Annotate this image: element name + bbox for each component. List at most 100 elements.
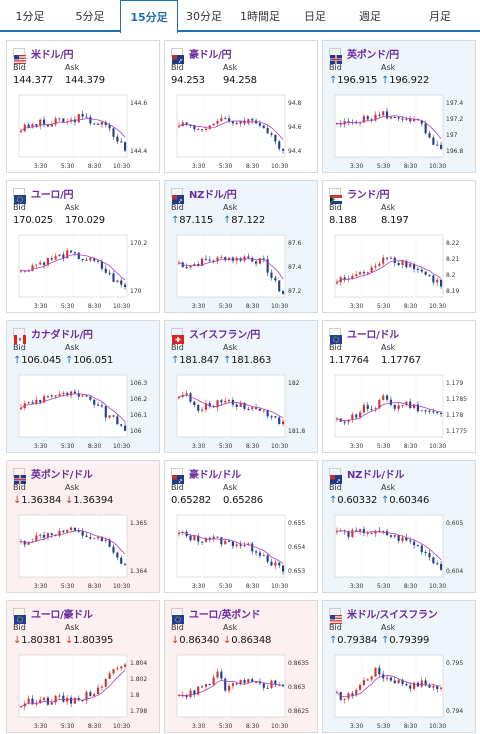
candle [251,679,254,682]
x-tick-label: 10:30 [271,723,288,730]
candle [35,399,38,404]
pair-name[interactable]: 米ドル/円 [31,50,74,61]
candle [255,681,258,683]
tab-6[interactable]: 週足 [359,10,381,23]
candle [247,408,250,410]
pair-name[interactable]: スイスフラン/円 [189,330,260,341]
x-tick-label: 3:30 [192,443,206,450]
candle [370,119,373,121]
x-tick-label: 5:30 [61,163,75,170]
x-tick-label: 8:30 [88,443,102,450]
currency-tile[interactable]: 豪ドル/円 Bid Ask 94.253 94.258 94.8 94.6 94.4 3:30 5… [164,40,318,173]
ask-price: 0.60346 [389,495,430,506]
currency-tile[interactable]: ランド/円 Bid Ask 8.188 8.197 8.22 8.21 8.2 8.19 3:30… [322,180,476,313]
y-tick-label: 182 [288,380,300,387]
candle [220,671,223,679]
candle [27,402,30,404]
price-chart[interactable]: 94.8 94.6 94.4 3:30 5:30 8:30 10:30 [171,91,315,171]
price-chart[interactable]: 1.179 1.1785 1.178 1.1775 3:30 5:30 8:30 10:30 [329,371,473,451]
candle [100,405,103,407]
currency-tile[interactable]: NZドル/円 Bid Ask ↑87.115 ↑87.122 87.6 87.4 87.2 3:… [164,180,318,313]
flag-icon [329,328,342,344]
x-tick-label: 5:30 [377,163,391,170]
tab-2[interactable]: 15分足 [120,0,178,33]
price-chart[interactable]: 197.4 197.2 197 196.8 3:30 5:30 8:30 10:30 [329,91,473,171]
ask-value: 8.197 [381,215,409,226]
candle [397,679,400,684]
candle [266,555,269,562]
price-chart[interactable]: 87.6 87.4 87.2 3:30 5:30 8:30 10:30 [171,231,315,311]
currency-tile[interactable]: カナダドル/円 Bid Ask ↑106.045 ↑106.051 106.3 106.2 1… [6,320,160,453]
currency-tile[interactable]: スイスフラン/円 Bid Ask ↑181.847 ↑181.863 182 181.8 3:… [164,320,318,453]
candle [124,664,127,667]
pair-name[interactable]: 英ポンド/ドル [31,470,93,481]
price-chart[interactable]: 0.795 0.794 3:30 5:30 8:30 10:30 [329,651,473,731]
price-chart[interactable]: 1.804 1.802 1.8 1.798 3:30 5:30 8:30 10:30 [13,651,157,731]
bid-label: Bid [329,623,342,632]
price-chart[interactable]: 8.22 8.21 8.2 8.19 3:30 5:30 8:30 10:30 [329,231,473,311]
pair-name[interactable]: 米ドル/スイスフラン [347,610,438,621]
tab-7[interactable]: 月足 [429,10,451,23]
currency-tile[interactable]: 豪ドル/ドル Bid Ask 0.65282 0.65286 0.655 0.654 0.65… [164,460,318,593]
candle [224,400,227,403]
currency-tile[interactable]: 米ドル/スイスフラン Bid Ask ↑0.79384 ↑0.79399 0.795 0.7… [322,600,476,733]
candle [416,404,419,412]
currency-tile[interactable]: ユーロ/円 Bid Ask 170.025 170.029 170.2 170 3:30 5:3… [6,180,160,313]
pair-name[interactable]: ユーロ/豪ドル [31,610,93,621]
currency-tile[interactable]: 英ポンド/ドル Bid Ask ↓1.36384 ↓1.36394 1.365 1.364 3… [6,460,160,593]
tab-1[interactable]: 5分足 [75,10,105,23]
candle [185,267,188,269]
y-tick-label: 106.3 [130,380,147,387]
price-chart[interactable]: 0.8635 0.863 0.8625 3:30 5:30 8:30 10:30 [171,651,315,731]
pair-name[interactable]: ユーロ/英ポンド [189,610,261,621]
pair-name[interactable]: 豪ドル/ドル [189,470,241,481]
candle [278,562,281,566]
price-chart[interactable]: 106.3 106.2 106.1 106 3:30 5:30 8:30 10:30 [13,371,157,451]
moving-average-line [178,532,284,565]
pair-name[interactable]: カナダドル/円 [31,330,93,341]
tab-5[interactable]: 日足 [304,10,326,23]
pair-name[interactable]: NZドル/円 [189,190,237,201]
candle [112,546,115,553]
currency-tile[interactable]: ユーロ/英ポンド Bid Ask ↓0.86340 ↓0.86348 0.8635 0.86… [164,600,318,733]
y-tick-label: 106.2 [130,396,147,403]
price-chart[interactable]: 0.605 0.604 3:30 5:30 8:30 10:30 [329,511,473,591]
ask-price: 196.922 [389,75,430,86]
candle [366,272,369,274]
currency-tile[interactable]: 英ポンド/円 Bid Ask ↑196.915 ↑196.922 197.4 197.2 19… [322,40,476,173]
price-chart[interactable]: 0.655 0.654 0.653 3:30 5:30 8:30 10:30 [171,511,315,591]
candle [85,535,88,537]
price-chart[interactable]: 1.365 1.364 3:30 5:30 8:30 10:30 [13,511,157,591]
pair-name[interactable]: 英ポンド/円 [347,50,399,61]
candle [19,706,22,708]
candle [231,541,234,547]
currency-tile[interactable]: ユーロ/ドル Bid Ask 1.17764 1.17767 1.179 1.1785 1.1… [322,320,476,453]
ask-price: 0.79399 [389,635,430,646]
pair-name[interactable]: ユーロ/ドル [347,330,399,341]
price-chart[interactable]: 182 181.8 3:30 5:30 8:30 10:30 [171,371,315,451]
pair-name[interactable]: 豪ドル/円 [189,50,232,61]
tab-0[interactable]: 1分足 [15,10,45,23]
flag-icon [13,188,26,204]
candle [262,125,265,129]
x-tick-label: 3:30 [192,723,206,730]
candle [201,258,204,266]
currency-tile[interactable]: ユーロ/豪ドル Bid Ask ↓1.80381 ↓1.80395 1.804 1.802 1… [6,600,160,733]
candle [204,537,207,542]
candle [224,257,227,261]
candle [382,530,385,533]
pair-name[interactable]: ユーロ/円 [31,190,74,201]
tab-4[interactable]: 1時間足 [240,10,280,23]
currency-tile[interactable]: NZドル/ドル Bid Ask ↑0.60332 ↑0.60346 0.605 0.604 3… [322,460,476,593]
tab-3[interactable]: 30分足 [186,10,222,23]
price-chart[interactable]: 170.2 170 3:30 5:30 8:30 10:30 [13,231,157,311]
price-chart[interactable]: 144.6 144.4 3:30 5:30 8:30 10:30 [13,91,157,171]
candle [27,698,30,704]
bid-label: Bid [329,63,342,72]
pair-name[interactable]: ランド/円 [347,190,390,201]
pair-name[interactable]: NZドル/ドル [347,470,405,481]
currency-tile[interactable]: 米ドル/円 Bid Ask 144.377 144.379 144.6 144.4 3:30 5… [6,40,160,173]
candle [436,412,439,414]
ask-price: 8.197 [381,215,409,226]
candle [54,696,57,703]
